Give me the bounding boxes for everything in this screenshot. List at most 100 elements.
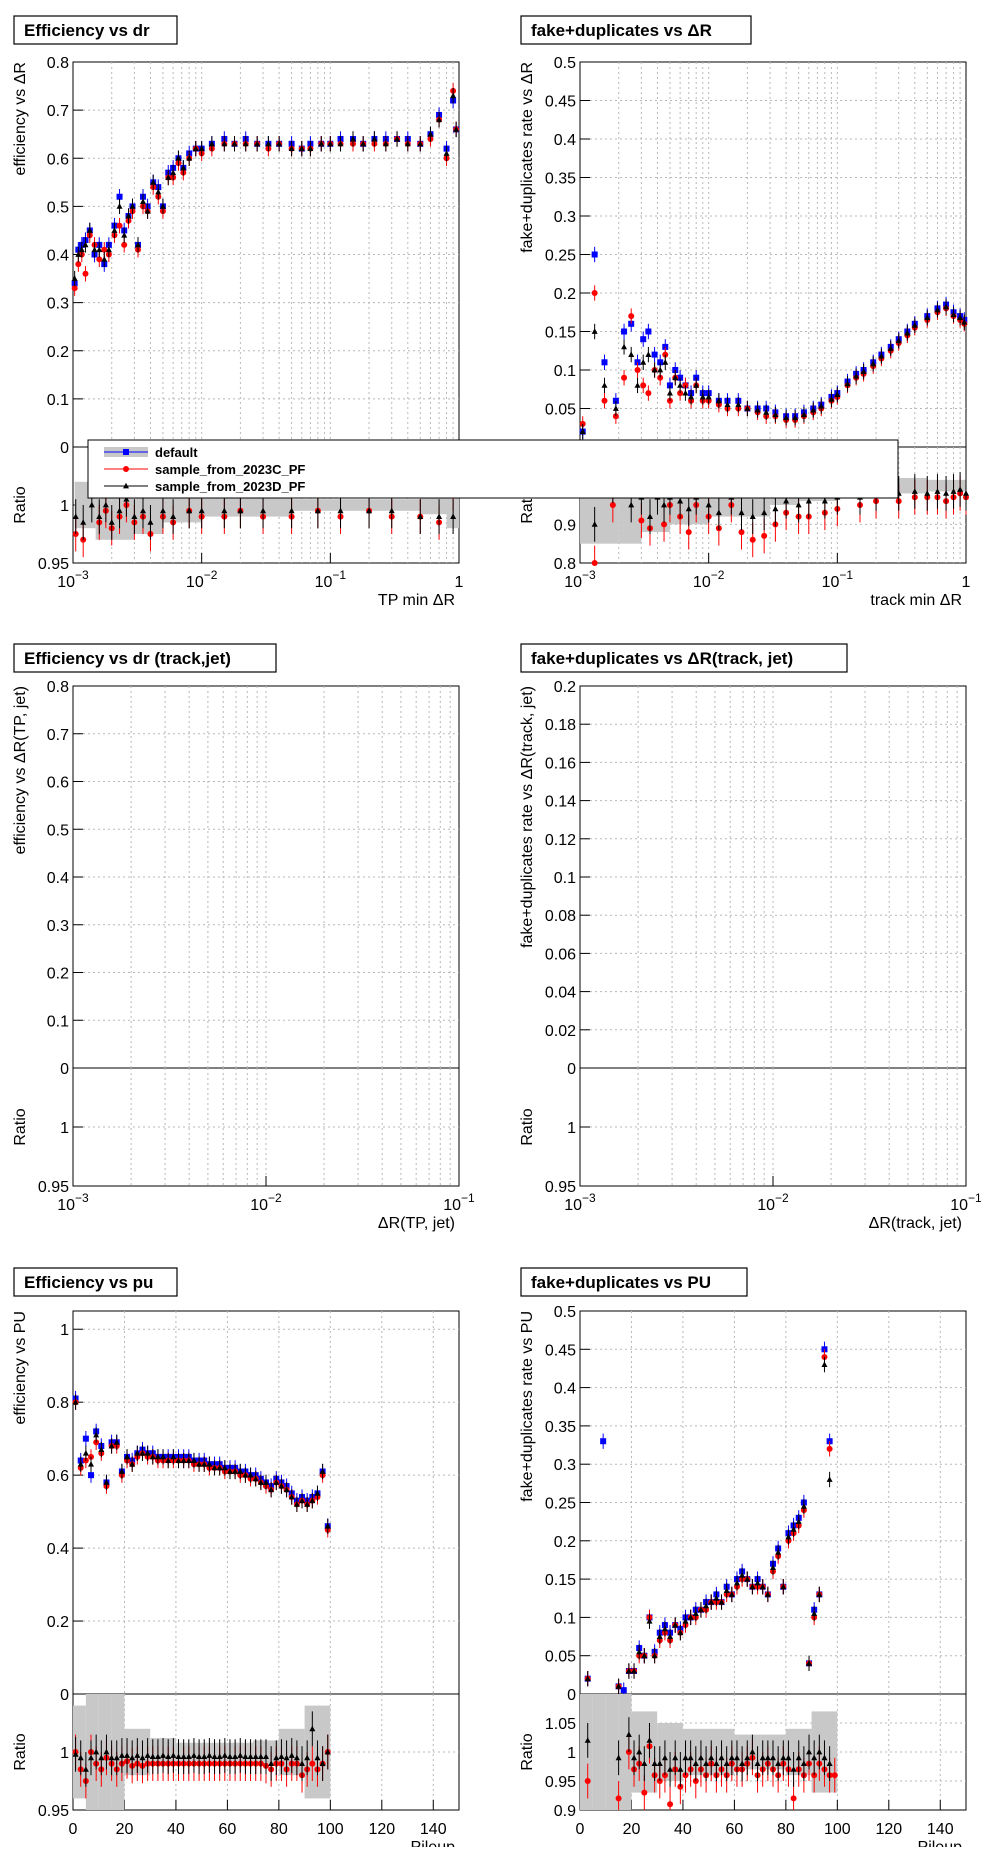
data-point — [924, 314, 931, 321]
ratio-axis-label: Ratio — [519, 1108, 536, 1145]
ratio-point — [800, 1760, 807, 1766]
data-point — [283, 1486, 290, 1493]
chart-title: fake+duplicates vs ΔR(track, jet) — [531, 649, 793, 668]
ratio-band-segment — [580, 1694, 593, 1810]
data-point — [699, 393, 706, 400]
data-point — [957, 314, 964, 321]
data-point — [645, 390, 652, 397]
ratio-point — [186, 507, 193, 514]
legend-entry-sample_from_2023C_PF: sample_from_2023C_PF — [104, 462, 305, 477]
ratio-point — [646, 1737, 653, 1743]
ratio-point — [237, 507, 244, 514]
ratio-tick-label: 1 — [60, 1120, 69, 1137]
series-sample_from_2023D_PF — [579, 299, 968, 440]
data-point — [82, 1435, 89, 1442]
data-point — [795, 1518, 802, 1525]
data-point — [943, 303, 950, 310]
grid-lines — [73, 62, 459, 563]
y-tick-label: 0.1 — [554, 363, 576, 380]
x-tick-label: 60 — [219, 1821, 237, 1838]
data-point — [134, 241, 141, 248]
data-point — [140, 198, 147, 204]
chart-panel-2: fake+duplicates vs ΔR00.050.10.150.20.25… — [519, 15, 971, 609]
data-point — [800, 411, 807, 418]
data-point — [911, 322, 918, 328]
ratio-point — [252, 1753, 259, 1760]
series-sample_from_2023C_PF — [71, 83, 460, 296]
data-point — [221, 140, 228, 147]
data-point — [116, 203, 123, 209]
x-axis-label: ΔR(TP, jet) — [378, 1215, 455, 1232]
data-point — [382, 140, 389, 147]
ratio-band-segment — [291, 499, 370, 511]
ratio-point — [118, 1752, 125, 1758]
ratio-point — [759, 1754, 766, 1761]
legend-marker — [123, 466, 129, 472]
data-point — [221, 1464, 228, 1471]
data-point — [318, 140, 325, 147]
data-point — [242, 140, 249, 147]
y-tick-label: 0.12 — [545, 832, 576, 849]
ratio-point — [677, 1766, 684, 1772]
ratio-point — [263, 1753, 269, 1760]
data-point — [579, 428, 586, 434]
data-point — [155, 188, 162, 195]
ratio-tick-label: 0.95 — [38, 1803, 69, 1820]
data-point — [211, 1464, 218, 1471]
y-tick-label: 0.1 — [47, 392, 69, 409]
x-tick-label: 20 — [623, 1821, 641, 1838]
data-point — [82, 241, 89, 248]
y-tick-label: 0.16 — [545, 755, 576, 772]
ratio-point — [190, 1752, 197, 1758]
ratio-tick-label: 1.05 — [545, 1716, 576, 1733]
data-point — [806, 1660, 813, 1666]
ratio-point — [697, 1754, 704, 1761]
y-tick-label: 0.6 — [47, 151, 69, 168]
data-point — [718, 1598, 725, 1605]
data-point — [82, 270, 89, 277]
data-point — [337, 140, 344, 147]
y-tick-label: 0.2 — [554, 1534, 576, 1551]
ratio-point — [775, 1760, 782, 1766]
data-point — [121, 241, 128, 248]
ratio-point — [131, 513, 138, 519]
data-point — [72, 1398, 79, 1405]
ratio-point — [934, 488, 941, 494]
data-point — [733, 1579, 740, 1586]
ratio-point — [957, 486, 964, 492]
ratio-point — [304, 1754, 311, 1761]
data-point — [628, 351, 635, 357]
ratio-point — [770, 1754, 776, 1761]
ratio-point — [754, 1760, 761, 1766]
data-point — [672, 374, 679, 381]
data-point — [744, 405, 751, 411]
x-tick-label: 120 — [875, 1821, 902, 1838]
legend-marker — [123, 482, 129, 489]
data-point — [645, 351, 652, 357]
ratio-point — [831, 1772, 838, 1779]
y-tick-label: 0.45 — [545, 94, 576, 111]
y-tick-label: 0.7 — [47, 727, 69, 744]
chart-panel-6: fake+duplicates vs PU 0 0.05 0.1 0.15 0.2 0.25… — [519, 1267, 967, 1852]
data-point — [105, 246, 112, 253]
data-point — [878, 352, 885, 359]
data-point — [705, 393, 712, 400]
data-point — [783, 414, 790, 421]
data-point — [96, 256, 103, 263]
ratio-point — [615, 1795, 622, 1802]
ratio-tick-label: 0.8 — [554, 556, 576, 573]
data-point — [790, 1526, 797, 1532]
y-tick-label: 0 — [60, 1061, 69, 1078]
data-point — [116, 222, 123, 229]
chart-title: Efficiency vs dr (track,jet) — [24, 649, 231, 668]
data-point — [208, 140, 215, 147]
data-point — [404, 140, 411, 147]
ratio-point — [790, 1766, 797, 1772]
data-point — [88, 1461, 95, 1467]
data-point — [324, 1523, 331, 1529]
data-point — [116, 193, 123, 200]
data-point — [111, 227, 118, 233]
data-point — [677, 1629, 684, 1636]
